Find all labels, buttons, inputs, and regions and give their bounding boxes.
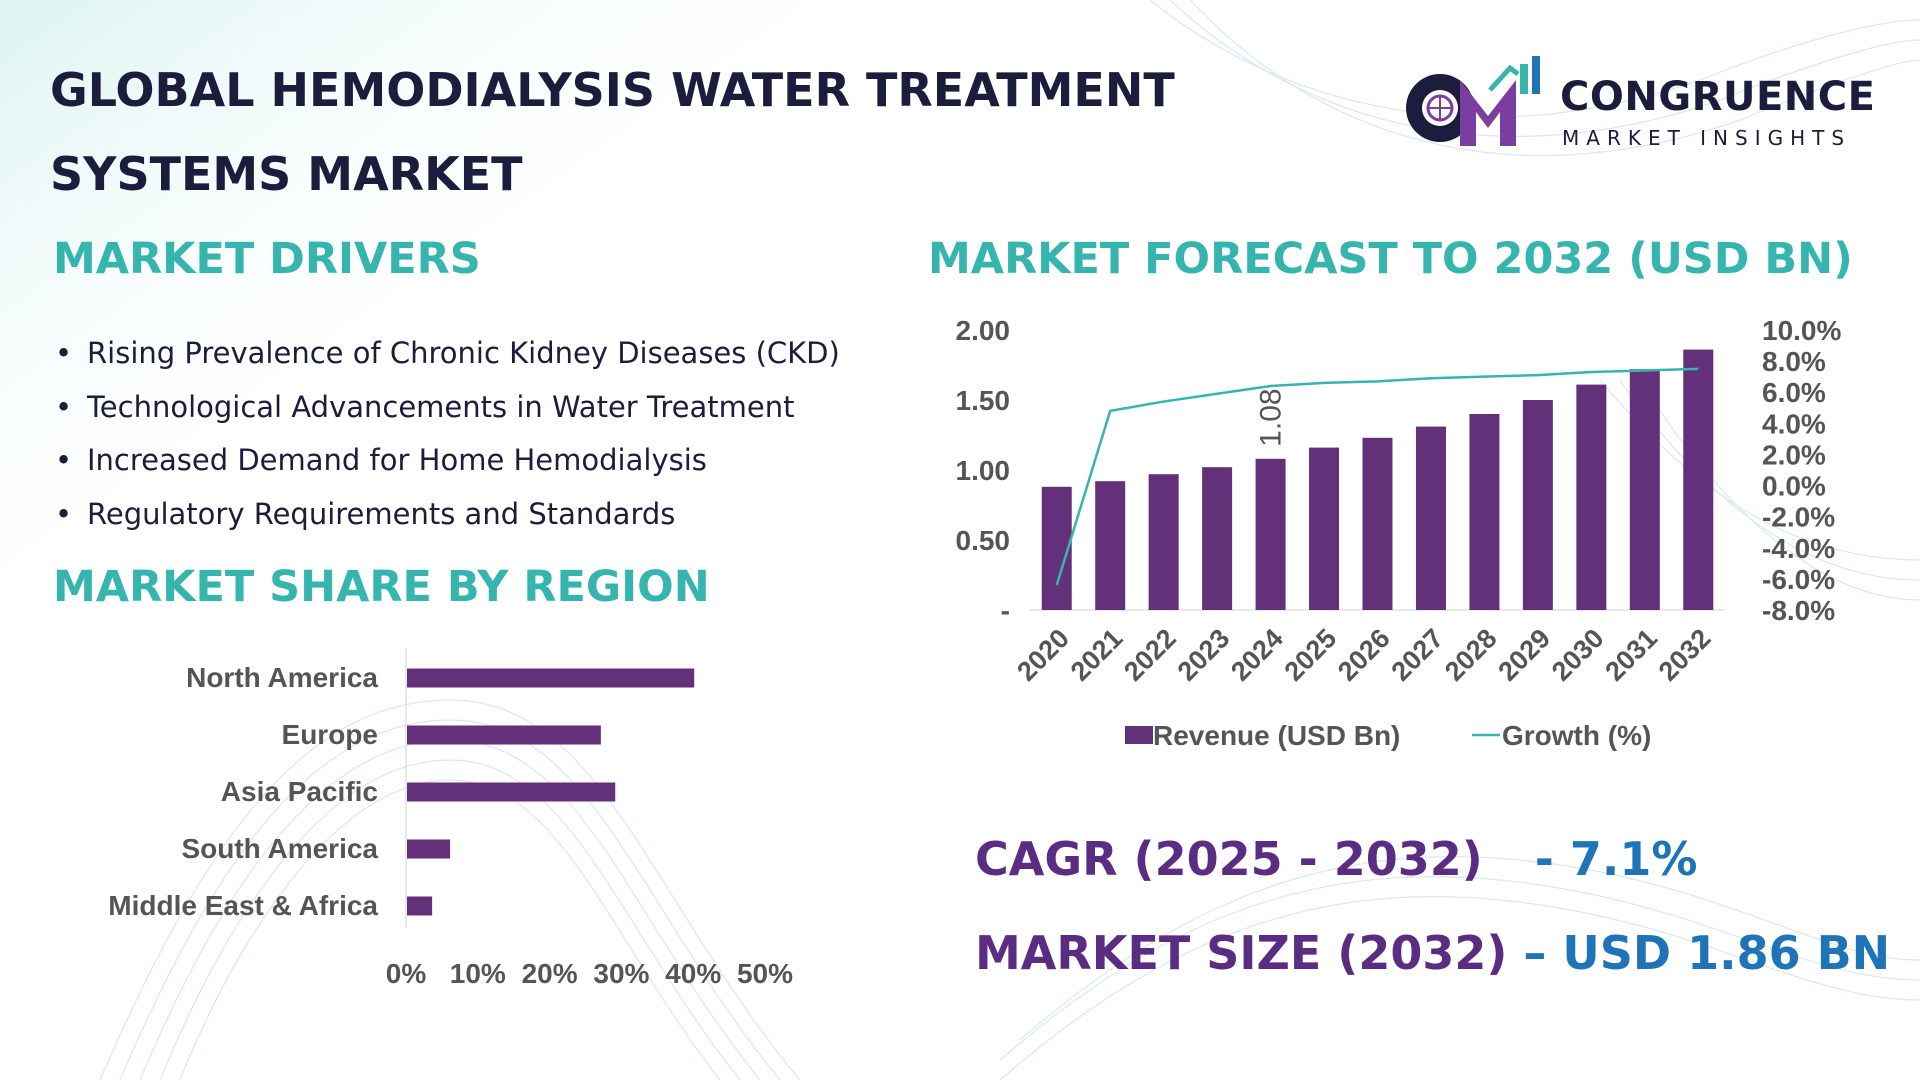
y2-tick-label: 4.0%: [1762, 408, 1826, 439]
revenue-bar: [1148, 474, 1179, 610]
legend-growth-label: Growth (%): [1502, 720, 1651, 751]
revenue-bar: [1469, 414, 1500, 610]
driver-text: Increased Demand for Home Hemodialysis: [87, 443, 707, 477]
drivers-list: • Rising Prevalence of Chronic Kidney Dis…: [55, 330, 840, 544]
driver-text: Rising Prevalence of Chronic Kidney Dise…: [87, 336, 840, 370]
region-heading: MARKET SHARE BY REGION: [53, 562, 710, 612]
revenue-bar: [1255, 458, 1286, 610]
company-logo: CONGRUENCE MARKET INSIGHTS: [1400, 50, 1875, 160]
region-tick-label: 10%: [450, 958, 506, 989]
revenue-bar: [1629, 369, 1660, 610]
y2-tick-label: 6.0%: [1762, 377, 1826, 408]
x-tick-label: 2029: [1492, 623, 1556, 687]
market-size-label: MARKET SIZE (2032): [975, 926, 1508, 980]
revenue-bar: [1522, 400, 1553, 610]
y2-tick-label: -8.0%: [1762, 595, 1835, 626]
region-bar: [407, 668, 695, 688]
bullet-icon: •: [55, 389, 73, 424]
title-line-2: SYSTEMS MARKET: [50, 147, 523, 201]
x-tick-label: 2028: [1439, 623, 1503, 687]
region-tick-label: 50%: [737, 958, 793, 989]
region-tick-label: 20%: [522, 958, 578, 989]
revenue-bar: [1202, 467, 1233, 610]
y-tick-label: -: [1001, 595, 1010, 626]
x-tick-label: 2032: [1653, 623, 1717, 687]
region-label: North America: [186, 662, 378, 693]
cagr-label: CAGR (2025 - 2032): [975, 832, 1483, 886]
bullet-icon: •: [55, 336, 73, 370]
list-item: • Increased Demand for Home Hemodialysis: [55, 437, 840, 491]
y2-tick-label: 10.0%: [1762, 315, 1841, 346]
x-tick-label: 2024: [1225, 623, 1289, 687]
x-tick-label: 2026: [1332, 623, 1396, 687]
bullet-icon: •: [55, 496, 73, 531]
region-bar: [407, 839, 451, 859]
region-bar: [407, 725, 601, 745]
x-tick-label: 2025: [1279, 623, 1343, 687]
region-label: Middle East & Africa: [108, 890, 378, 921]
market-size-value: – USD 1.86 BN: [1523, 926, 1891, 980]
x-tick-label: 2031: [1599, 623, 1663, 687]
region-tick-label: 0%: [386, 958, 427, 989]
x-tick-label: 2030: [1546, 623, 1610, 687]
revenue-bar: [1415, 426, 1446, 610]
revenue-bar: [1576, 384, 1607, 610]
y2-tick-label: -4.0%: [1762, 533, 1835, 564]
growth-line: [1055, 367, 1699, 586]
region-bar: [407, 782, 616, 802]
list-item: • Rising Prevalence of Chronic Kidney Dis…: [55, 330, 840, 384]
title-line-1: GLOBAL HEMODIALYSIS WATER TREATMENT: [50, 63, 1175, 117]
y-tick-label: 1.50: [956, 385, 1011, 416]
x-tick-label: 2022: [1118, 623, 1182, 687]
forecast-heading: MARKET FORECAST TO 2032 (USD BN): [928, 234, 1853, 284]
region-label: Asia Pacific: [221, 776, 378, 807]
y2-tick-label: 2.0%: [1762, 439, 1826, 470]
y2-tick-label: -6.0%: [1762, 564, 1835, 595]
y2-tick-label: -2.0%: [1762, 502, 1835, 533]
region-label: Europe: [282, 719, 378, 750]
revenue-bar: [1683, 349, 1714, 610]
market-size-stat: MARKET SIZE (2032) – USD 1.86 BN: [975, 926, 1890, 980]
x-tick-label: 2020: [1011, 623, 1075, 687]
region-tick-label: 40%: [665, 958, 721, 989]
list-item: • Technological Advancements in Water Tre…: [55, 384, 840, 438]
driver-text: Regulatory Requirements and Standards: [87, 496, 676, 531]
drivers-heading: MARKET DRIVERS: [53, 234, 481, 284]
logo-mark-icon: [1406, 56, 1540, 146]
legend-revenue-label: Revenue (USD Bn): [1153, 720, 1400, 751]
logo-tagline: MARKET INSIGHTS: [1562, 126, 1852, 150]
cagr-stat: CAGR (2025 - 2032) - 7.1%: [975, 832, 1697, 886]
revenue-bar: [1362, 437, 1393, 610]
revenue-bar: [1095, 481, 1126, 610]
y-tick-label: 0.50: [956, 525, 1011, 556]
cagr-value: - 7.1%: [1534, 832, 1698, 886]
legend-revenue-swatch: [1125, 726, 1153, 744]
x-tick-label: 2027: [1386, 623, 1450, 687]
region-tick-label: 30%: [593, 958, 649, 989]
page-title: GLOBAL HEMODIALYSIS WATER TREATMENT SYST…: [50, 48, 1230, 216]
driver-text: Technological Advancements in Water Trea…: [87, 389, 795, 424]
x-tick-label: 2021: [1065, 623, 1129, 687]
y-tick-label: 2.00: [956, 315, 1011, 346]
region-bar: [407, 896, 433, 916]
y2-tick-label: 8.0%: [1762, 346, 1826, 377]
x-tick-label: 2023: [1172, 623, 1236, 687]
data-label: 1.08: [1255, 388, 1288, 446]
logo-name: CONGRUENCE: [1560, 74, 1876, 120]
bullet-icon: •: [55, 443, 73, 477]
list-item: • Regulatory Requirements and Standards: [55, 491, 840, 545]
region-label: South America: [181, 833, 378, 864]
y-tick-label: 1.00: [956, 455, 1011, 486]
y2-tick-label: 0.0%: [1762, 471, 1826, 502]
revenue-bar: [1309, 447, 1340, 610]
